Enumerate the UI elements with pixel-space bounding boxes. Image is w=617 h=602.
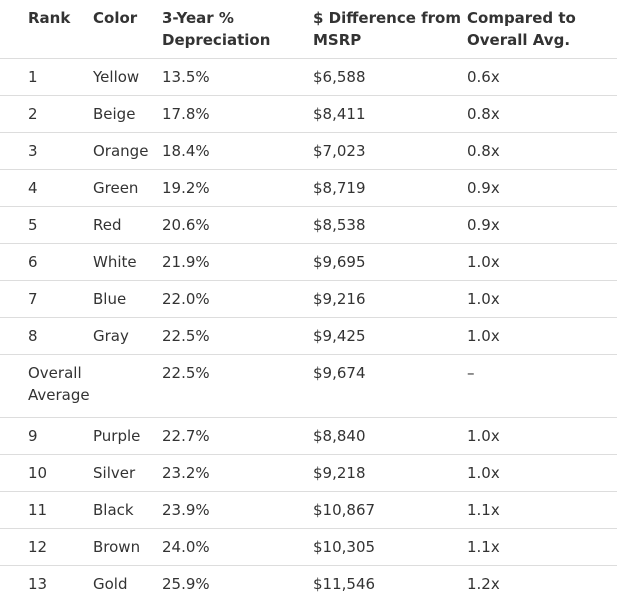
cell-compared: 1.1x xyxy=(467,492,617,529)
cell-difference: $8,719 xyxy=(313,170,467,207)
cell-difference: $9,218 xyxy=(313,455,467,492)
cell-rank: 9 xyxy=(0,418,93,455)
cell-compared: 0.9x xyxy=(467,207,617,244)
cell-depreciation: 19.2% xyxy=(162,170,313,207)
cell-depreciation: 17.8% xyxy=(162,96,313,133)
cell-color: Green xyxy=(93,170,162,207)
cell-color: Blue xyxy=(93,281,162,318)
column-header: Color xyxy=(93,0,162,59)
cell-color: Yellow xyxy=(93,59,162,96)
cell-compared: 0.8x xyxy=(467,133,617,170)
cell-color: Red xyxy=(93,207,162,244)
cell-depreciation: 22.5% xyxy=(162,318,313,355)
cell-compared: 1.0x xyxy=(467,418,617,455)
cell-rank: 13 xyxy=(0,566,93,602)
cell-rank: 7 xyxy=(0,281,93,318)
cell-depreciation: 21.9% xyxy=(162,244,313,281)
cell-depreciation: 18.4% xyxy=(162,133,313,170)
cell-color: Brown xyxy=(93,529,162,566)
cell-difference: $9,425 xyxy=(313,318,467,355)
cell-rank: 5 xyxy=(0,207,93,244)
cell-rank: 1 xyxy=(0,59,93,96)
cell-difference: $6,588 xyxy=(313,59,467,96)
cell-compared: 0.6x xyxy=(467,59,617,96)
cell-compared: 0.8x xyxy=(467,96,617,133)
cell-compared: 1.0x xyxy=(467,455,617,492)
cell-depreciation: 22.5% xyxy=(162,355,313,418)
cell-difference: $10,305 xyxy=(313,529,467,566)
cell-compared: 1.0x xyxy=(467,318,617,355)
cell-rank: Overall Average xyxy=(0,355,93,418)
cell-difference: $8,538 xyxy=(313,207,467,244)
cell-compared: 1.0x xyxy=(467,244,617,281)
cell-color: Orange xyxy=(93,133,162,170)
cell-depreciation: 23.2% xyxy=(162,455,313,492)
column-header: Rank xyxy=(0,0,93,59)
cell-compared: 1.0x xyxy=(467,281,617,318)
cell-depreciation: 22.7% xyxy=(162,418,313,455)
empty-cell xyxy=(93,355,162,418)
column-header: Compared to Overall Avg. xyxy=(467,0,617,59)
cell-compared: 1.1x xyxy=(467,529,617,566)
cell-depreciation: 22.0% xyxy=(162,281,313,318)
cell-difference: $11,546 xyxy=(313,566,467,602)
column-header: 3-Year % Depreciation xyxy=(162,0,313,59)
cell-rank: 6 xyxy=(0,244,93,281)
cell-rank: 3 xyxy=(0,133,93,170)
cell-color: Silver xyxy=(93,455,162,492)
cell-depreciation: 25.9% xyxy=(162,566,313,602)
cell-color: Gold xyxy=(93,566,162,602)
cell-color: Gray xyxy=(93,318,162,355)
cell-depreciation: 24.0% xyxy=(162,529,313,566)
cell-depreciation: 23.9% xyxy=(162,492,313,529)
cell-rank: 2 xyxy=(0,96,93,133)
cell-difference: $8,840 xyxy=(313,418,467,455)
cell-difference: $9,674 xyxy=(313,355,467,418)
cell-rank: 4 xyxy=(0,170,93,207)
cell-depreciation: 13.5% xyxy=(162,59,313,96)
cell-difference: $9,695 xyxy=(313,244,467,281)
cell-compared: – xyxy=(467,355,617,418)
column-header: $ Difference from MSRP xyxy=(313,0,467,59)
cell-depreciation: 20.6% xyxy=(162,207,313,244)
cell-color: Purple xyxy=(93,418,162,455)
cell-rank: 11 xyxy=(0,492,93,529)
cell-color: Beige xyxy=(93,96,162,133)
cell-color: White xyxy=(93,244,162,281)
cell-difference: $8,411 xyxy=(313,96,467,133)
cell-compared: 1.2x xyxy=(467,566,617,602)
table-row: Overall Average 22.5%$9,674– xyxy=(0,355,617,418)
cell-rank: 12 xyxy=(0,529,93,566)
cell-color: Black xyxy=(93,492,162,529)
cell-rank: 10 xyxy=(0,455,93,492)
cell-compared: 0.9x xyxy=(467,170,617,207)
cell-difference: $10,867 xyxy=(313,492,467,529)
cell-rank: 8 xyxy=(0,318,93,355)
cell-difference: $9,216 xyxy=(313,281,467,318)
cell-difference: $7,023 xyxy=(313,133,467,170)
